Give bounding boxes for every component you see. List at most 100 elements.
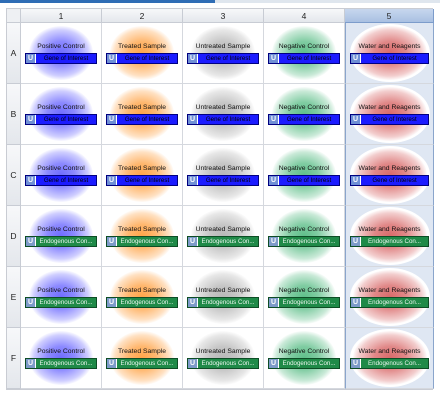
unknown-task-icon: U: [351, 115, 361, 124]
target-assignment[interactable]: U Gene of Interest: [25, 175, 97, 186]
target-assignment[interactable]: U Gene of Interest: [25, 114, 97, 125]
target-assignment[interactable]: U Gene of Interest: [106, 175, 178, 186]
well-A1[interactable]: Positive Control U Gene of Interest: [21, 23, 102, 84]
column-header-1[interactable]: 1: [21, 9, 102, 23]
unknown-task-icon: U: [269, 176, 279, 185]
unknown-task-icon: U: [107, 54, 117, 63]
sample-name: Positive Control: [37, 43, 85, 50]
sample-name: Untreated Sample: [195, 43, 251, 50]
well-D5[interactable]: Water and Reagents U Endogenous Con...: [345, 206, 434, 267]
well-B3[interactable]: Untreated Sample U Gene of Interest: [183, 84, 264, 145]
column-header-2[interactable]: 2: [102, 9, 183, 23]
sample-name: Positive Control: [37, 226, 85, 233]
well-A3[interactable]: Untreated Sample U Gene of Interest: [183, 23, 264, 84]
target-assignment[interactable]: U Gene of Interest: [350, 114, 429, 125]
target-name: Endogenous Con...: [120, 238, 174, 245]
target-assignment[interactable]: U Endogenous Con...: [187, 297, 259, 308]
target-assignment[interactable]: U Endogenous Con...: [25, 236, 97, 247]
target-assignment[interactable]: U Endogenous Con...: [106, 236, 178, 247]
column-header-5[interactable]: 5: [345, 9, 434, 23]
column-header-4[interactable]: 4: [264, 9, 345, 23]
target-assignment[interactable]: U Gene of Interest: [187, 114, 259, 125]
sample-name: Untreated Sample: [195, 104, 251, 111]
well-C3[interactable]: Untreated Sample U Gene of Interest: [183, 145, 264, 206]
well-C5[interactable]: Water and Reagents U Gene of Interest: [345, 145, 434, 206]
row-header-B[interactable]: B: [7, 84, 21, 145]
target-assignment[interactable]: U Endogenous Con...: [350, 297, 429, 308]
target-name: Endogenous Con...: [368, 299, 421, 306]
sample-name: Treated Sample: [117, 287, 167, 294]
well-F5[interactable]: Water and Reagents U Endogenous Con...: [345, 328, 434, 389]
target-name: Gene of Interest: [205, 116, 251, 123]
target-assignment[interactable]: U Gene of Interest: [268, 53, 340, 64]
well-E3[interactable]: Untreated Sample U Endogenous Con...: [183, 267, 264, 328]
well-D1[interactable]: Positive Control U Endogenous Con...: [21, 206, 102, 267]
target-name: Endogenous Con...: [201, 360, 255, 367]
target-name: Gene of Interest: [286, 177, 332, 184]
row-header-F[interactable]: F: [7, 328, 21, 389]
target-name: Gene of Interest: [124, 177, 170, 184]
well-D4[interactable]: Negative Control U Endogenous Con...: [264, 206, 345, 267]
well-A5[interactable]: Water and Reagents U Gene of Interest: [345, 23, 434, 84]
sample-name: Positive Control: [37, 287, 85, 294]
row-header-C[interactable]: C: [7, 145, 21, 206]
target-assignment[interactable]: U Endogenous Con...: [268, 358, 340, 369]
target-name: Gene of Interest: [43, 55, 89, 62]
unknown-task-icon: U: [269, 298, 279, 307]
well-E1[interactable]: Positive Control U Endogenous Con...: [21, 267, 102, 328]
target-assignment[interactable]: U Endogenous Con...: [350, 236, 429, 247]
well-E2[interactable]: Treated Sample U Endogenous Con...: [102, 267, 183, 328]
target-name: Endogenous Con...: [39, 360, 93, 367]
well-D2[interactable]: Treated Sample U Endogenous Con...: [102, 206, 183, 267]
well-F3[interactable]: Untreated Sample U Endogenous Con...: [183, 328, 264, 389]
column-header-3[interactable]: 3: [183, 9, 264, 23]
row-header-E[interactable]: E: [7, 267, 21, 328]
well-D3[interactable]: Untreated Sample U Endogenous Con...: [183, 206, 264, 267]
grid-corner[interactable]: [7, 9, 21, 23]
target-assignment[interactable]: U Gene of Interest: [187, 53, 259, 64]
target-assignment[interactable]: U Gene of Interest: [268, 114, 340, 125]
target-assignment[interactable]: U Gene of Interest: [106, 53, 178, 64]
sample-name: Negative Control: [278, 287, 330, 294]
well-E4[interactable]: Negative Control U Endogenous Con...: [264, 267, 345, 328]
row-header-A[interactable]: A: [7, 23, 21, 84]
well-B4[interactable]: Negative Control U Gene of Interest: [264, 84, 345, 145]
target-assignment[interactable]: U Gene of Interest: [25, 53, 97, 64]
target-name: Gene of Interest: [286, 116, 332, 123]
target-assignment[interactable]: U Endogenous Con...: [187, 358, 259, 369]
plate-grid[interactable]: 1 2 3 4 5 A Positive Control U Gene of Interest T…: [6, 8, 434, 390]
target-assignment[interactable]: U Endogenous Con...: [106, 358, 178, 369]
row-header-D[interactable]: D: [7, 206, 21, 267]
well-A4[interactable]: Negative Control U Gene of Interest: [264, 23, 345, 84]
target-assignment[interactable]: U Gene of Interest: [268, 175, 340, 186]
sample-name: Positive Control: [37, 165, 85, 172]
well-F4[interactable]: Negative Control U Endogenous Con...: [264, 328, 345, 389]
target-assignment[interactable]: U Gene of Interest: [106, 114, 178, 125]
unknown-task-icon: U: [26, 115, 36, 124]
well-F2[interactable]: Treated Sample U Endogenous Con...: [102, 328, 183, 389]
well-B2[interactable]: Treated Sample U Gene of Interest: [102, 84, 183, 145]
target-assignment[interactable]: U Endogenous Con...: [350, 358, 429, 369]
target-assignment[interactable]: U Gene of Interest: [350, 53, 429, 64]
target-assignment[interactable]: U Endogenous Con...: [187, 236, 259, 247]
well-C4[interactable]: Negative Control U Gene of Interest: [264, 145, 345, 206]
target-assignment[interactable]: U Gene of Interest: [187, 175, 259, 186]
sample-name: Negative Control: [278, 165, 330, 172]
sample-name: Untreated Sample: [195, 287, 251, 294]
well-B5[interactable]: Water and Reagents U Gene of Interest: [345, 84, 434, 145]
well-E5[interactable]: Water and Reagents U Endogenous Con...: [345, 267, 434, 328]
target-assignment[interactable]: U Endogenous Con...: [268, 236, 340, 247]
target-name: Endogenous Con...: [282, 299, 336, 306]
target-assignment[interactable]: U Gene of Interest: [350, 175, 429, 186]
well-C1[interactable]: Positive Control U Gene of Interest: [21, 145, 102, 206]
sample-name: Untreated Sample: [195, 165, 251, 172]
well-F1[interactable]: Positive Control U Endogenous Con...: [21, 328, 102, 389]
target-assignment[interactable]: U Endogenous Con...: [268, 297, 340, 308]
well-A2[interactable]: Treated Sample U Gene of Interest: [102, 23, 183, 84]
target-assignment[interactable]: U Endogenous Con...: [25, 297, 97, 308]
target-assignment[interactable]: U Endogenous Con...: [25, 358, 97, 369]
unknown-task-icon: U: [26, 359, 36, 368]
target-assignment[interactable]: U Endogenous Con...: [106, 297, 178, 308]
well-B1[interactable]: Positive Control U Gene of Interest: [21, 84, 102, 145]
well-C2[interactable]: Treated Sample U Gene of Interest: [102, 145, 183, 206]
